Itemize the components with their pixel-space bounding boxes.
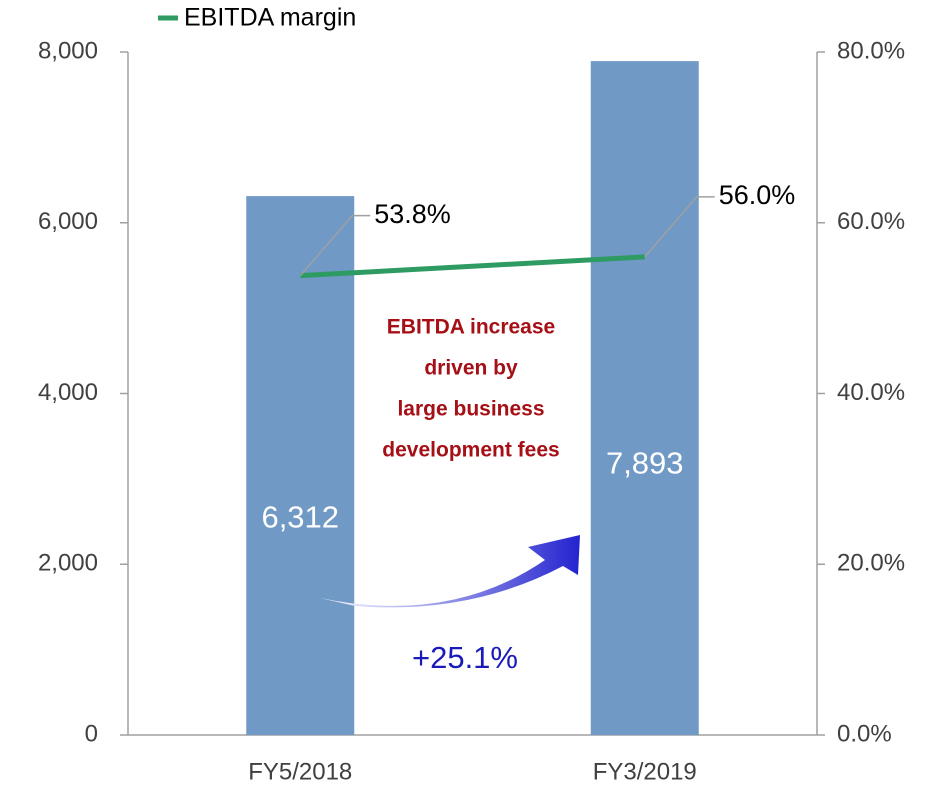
growth-arrow	[320, 535, 580, 608]
y-tick-label: 6,000	[38, 208, 98, 235]
bar	[590, 61, 699, 735]
annotation-text: EBITDA increase	[387, 316, 555, 339]
line-value-label: 56.0%	[719, 180, 796, 210]
legend-label: EBITDA margin	[184, 4, 356, 32]
annotation-text: large business	[397, 398, 544, 421]
line-series	[300, 254, 645, 279]
bar-value-label: 7,893	[606, 446, 684, 481]
y2-tick-label: 40.0%	[837, 379, 905, 406]
y-tick-label: 2,000	[38, 550, 98, 577]
annotation-text: development fees	[382, 439, 559, 462]
y-tick-label: 4,000	[38, 379, 98, 406]
y-tick-label: 8,000	[38, 37, 98, 64]
y2-tick-label: 60.0%	[837, 208, 905, 235]
leader-line	[299, 214, 371, 277]
bar	[246, 196, 355, 735]
leader-line	[644, 196, 715, 258]
x-tick-label: FY5/2018	[248, 758, 352, 785]
y-tick-label: 0	[85, 720, 98, 747]
y2-tick-label: 20.0%	[837, 550, 905, 577]
annotation-growth: +25.1%	[412, 640, 518, 675]
y2-tick-label: 80.0%	[837, 37, 905, 64]
bar-value-label: 6,312	[261, 500, 339, 535]
x-tick-label: FY3/2019	[593, 758, 697, 785]
line-value-label: 53.8%	[374, 199, 451, 229]
y2-tick-label: 0.0%	[837, 720, 892, 747]
annotation-text: driven by	[424, 357, 518, 380]
